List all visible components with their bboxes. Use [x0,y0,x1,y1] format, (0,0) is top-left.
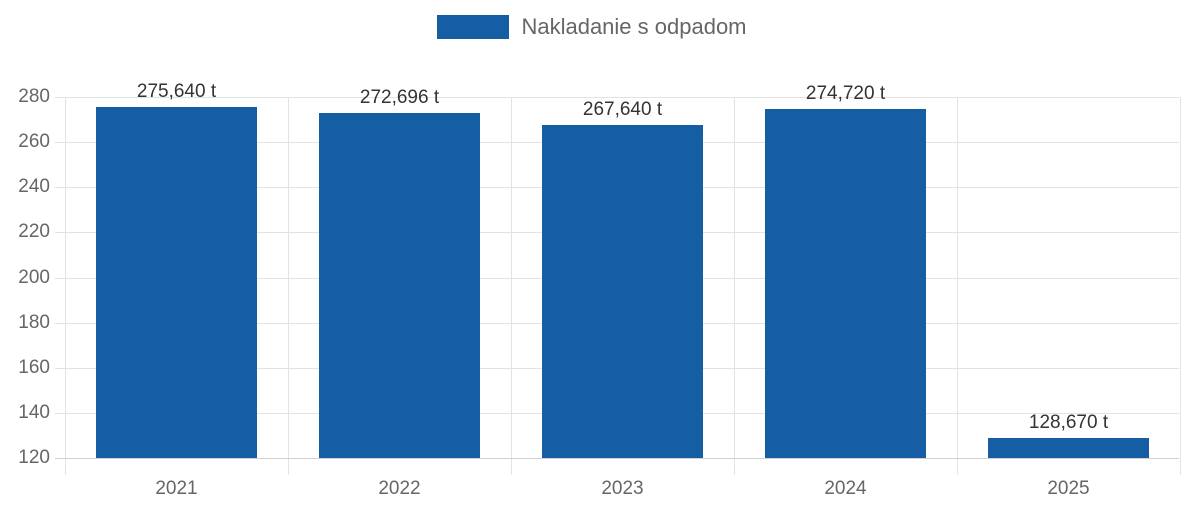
bar-value-label: 272,696 t [359,87,440,109]
bar-value-label: 275,640 t [136,80,217,102]
gridline-vertical [957,97,958,475]
legend-label[interactable]: Nakladanie s odpadom [521,14,747,39]
bar-2025[interactable] [988,438,1149,458]
bar-2023[interactable] [542,124,703,458]
bar-value-label: 128,670 t [1028,412,1109,434]
y-axis-tick-label: 220 [18,221,50,243]
x-axis-tick-label: 2022 [378,478,421,499]
y-axis-tick-label: 240 [18,176,50,198]
bar-2021[interactable] [96,106,257,458]
x-axis-tick-label: 2023 [601,478,644,499]
x-axis-line [55,458,1179,459]
y-axis-tick-label: 180 [18,311,50,333]
legend-swatch[interactable] [437,15,510,39]
bar-2024[interactable] [765,108,926,458]
x-axis-tick-label: 2025 [1047,478,1090,499]
y-axis-tick-label: 200 [18,266,50,288]
gridline-vertical [734,97,735,475]
x-axis-tick-label: 2021 [155,478,198,499]
gridline-vertical [1180,97,1181,475]
x-axis-tick-label: 2024 [824,478,867,499]
y-axis-tick-label: 120 [18,447,50,468]
gridline-vertical [511,97,512,475]
y-axis-tick-label: 140 [18,401,50,423]
gridline-vertical [288,97,289,475]
gridline-horizontal [55,97,1179,98]
y-axis-tick-label: 260 [18,131,50,153]
y-axis-tick-label: 280 [18,86,50,107]
y-axis-tick-label: 160 [18,356,50,378]
chart-legend: Nakladanie s odpadom [0,14,1184,40]
bar-value-label: 274,720 t [805,82,886,104]
bar-value-label: 267,640 t [582,98,663,120]
gridline-vertical [65,97,66,475]
bar-2022[interactable] [319,113,480,458]
